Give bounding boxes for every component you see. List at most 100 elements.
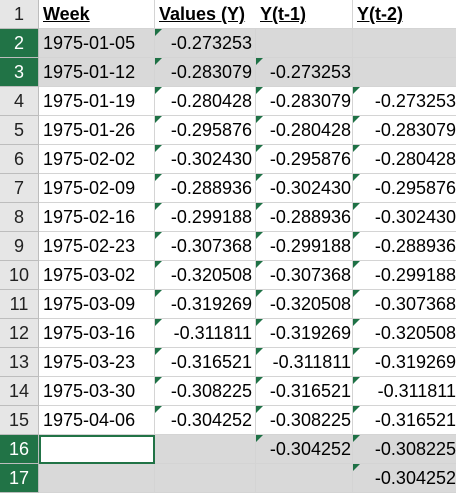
error-indicator-icon[interactable] — [155, 232, 162, 239]
row-header[interactable]: 1 — [0, 0, 39, 29]
error-indicator-icon[interactable] — [256, 87, 263, 94]
cell-lag1[interactable] — [256, 29, 353, 58]
cell-week[interactable]: 1975-01-05 — [39, 29, 155, 58]
cell-week[interactable]: 1975-04-06 — [39, 406, 155, 435]
cell-values[interactable]: -0.280428 — [155, 87, 256, 116]
cell-values[interactable]: -0.316521 — [155, 348, 256, 377]
row-header[interactable]: 10 — [0, 261, 39, 290]
row-header[interactable]: 13 — [0, 348, 39, 377]
cell-lag2[interactable] — [353, 58, 456, 87]
row-header[interactable]: 8 — [0, 203, 39, 232]
cell-values[interactable]: -0.302430 — [155, 145, 256, 174]
error-indicator-icon[interactable] — [256, 116, 263, 123]
cell-lag1[interactable]: -0.288936 — [256, 203, 353, 232]
cell-lag2[interactable]: -0.316521 — [353, 406, 456, 435]
error-indicator-icon[interactable] — [256, 290, 263, 297]
row-header[interactable]: 11 — [0, 290, 39, 319]
error-indicator-icon[interactable] — [353, 435, 360, 442]
column-header-week[interactable]: Week — [39, 0, 155, 29]
row-header[interactable]: 14 — [0, 377, 39, 406]
error-indicator-icon[interactable] — [256, 261, 263, 268]
row-header[interactable]: 4 — [0, 87, 39, 116]
error-indicator-icon[interactable] — [353, 232, 360, 239]
error-indicator-icon[interactable] — [256, 348, 263, 355]
error-indicator-icon[interactable] — [353, 406, 360, 413]
error-indicator-icon[interactable] — [155, 174, 162, 181]
cell-values[interactable]: -0.295876 — [155, 116, 256, 145]
error-indicator-icon[interactable] — [353, 174, 360, 181]
cell-lag1[interactable]: -0.283079 — [256, 87, 353, 116]
cell-values[interactable]: -0.299188 — [155, 203, 256, 232]
cell-values[interactable] — [155, 464, 256, 493]
cell-lag2[interactable]: -0.320508 — [353, 319, 456, 348]
cell-lag2[interactable]: -0.280428 — [353, 145, 456, 174]
cell-lag2[interactable]: -0.307368 — [353, 290, 456, 319]
cell-lag1[interactable]: -0.299188 — [256, 232, 353, 261]
row-header[interactable]: 5 — [0, 116, 39, 145]
cell-lag1[interactable]: -0.319269 — [256, 319, 353, 348]
error-indicator-icon[interactable] — [155, 261, 162, 268]
cell-week[interactable]: 1975-01-12 — [39, 58, 155, 87]
cell-lag1[interactable]: -0.316521 — [256, 377, 353, 406]
cell-lag1[interactable]: -0.307368 — [256, 261, 353, 290]
error-indicator-icon[interactable] — [155, 203, 162, 210]
error-indicator-icon[interactable] — [155, 145, 162, 152]
cell-values[interactable]: -0.304252 — [155, 406, 256, 435]
cell-lag2[interactable]: -0.304252 — [353, 464, 456, 493]
cell-lag2[interactable]: -0.319269 — [353, 348, 456, 377]
error-indicator-icon[interactable] — [353, 377, 360, 384]
cell-values[interactable]: -0.320508 — [155, 261, 256, 290]
row-header[interactable]: 7 — [0, 174, 39, 203]
cell-lag2[interactable]: -0.295876 — [353, 174, 456, 203]
active-cell[interactable] — [39, 435, 155, 464]
error-indicator-icon[interactable] — [256, 319, 263, 326]
cell-lag1[interactable]: -0.320508 — [256, 290, 353, 319]
cell-lag2[interactable]: -0.299188 — [353, 261, 456, 290]
cell-lag2[interactable]: -0.311811 — [353, 377, 456, 406]
cell-values[interactable]: -0.307368 — [155, 232, 256, 261]
cell-lag1[interactable] — [256, 464, 353, 493]
error-indicator-icon[interactable] — [353, 464, 360, 471]
error-indicator-icon[interactable] — [353, 87, 360, 94]
cell-lag1[interactable]: -0.308225 — [256, 406, 353, 435]
row-header[interactable]: 16 — [0, 435, 39, 464]
error-indicator-icon[interactable] — [256, 174, 263, 181]
cell-lag2[interactable] — [353, 29, 456, 58]
error-indicator-icon[interactable] — [353, 203, 360, 210]
error-indicator-icon[interactable] — [155, 29, 162, 36]
cell-week[interactable]: 1975-03-09 — [39, 290, 155, 319]
error-indicator-icon[interactable] — [155, 116, 162, 123]
error-indicator-icon[interactable] — [353, 116, 360, 123]
cell-values[interactable]: -0.319269 — [155, 290, 256, 319]
error-indicator-icon[interactable] — [155, 87, 162, 94]
error-indicator-icon[interactable] — [155, 406, 162, 413]
cell-lag2[interactable]: -0.302430 — [353, 203, 456, 232]
cell-week[interactable]: 1975-02-02 — [39, 145, 155, 174]
row-header[interactable]: 12 — [0, 319, 39, 348]
cell-lag1[interactable]: -0.302430 — [256, 174, 353, 203]
error-indicator-icon[interactable] — [353, 319, 360, 326]
cell-values[interactable]: -0.288936 — [155, 174, 256, 203]
error-indicator-icon[interactable] — [256, 232, 263, 239]
error-indicator-icon[interactable] — [155, 377, 162, 384]
error-indicator-icon[interactable] — [155, 319, 162, 326]
cell-week[interactable]: 1975-01-26 — [39, 116, 155, 145]
column-header-values[interactable]: Values (Y) — [155, 0, 257, 29]
cell-week[interactable]: 1975-02-23 — [39, 232, 155, 261]
cell-lag1[interactable]: -0.311811 — [256, 348, 353, 377]
column-header-lag1[interactable]: Y(t-1) — [256, 0, 353, 29]
row-header[interactable]: 17 — [0, 464, 39, 493]
cell-lag1[interactable]: -0.280428 — [256, 116, 353, 145]
column-header-lag2[interactable]: Y(t-2) — [353, 0, 456, 29]
cell-week[interactable]: 1975-02-09 — [39, 174, 155, 203]
cell-lag1[interactable]: -0.295876 — [256, 145, 353, 174]
row-header[interactable]: 15 — [0, 406, 39, 435]
cell-lag1[interactable]: -0.304252 — [256, 435, 353, 464]
cell-values[interactable]: -0.283079 — [155, 58, 256, 87]
cell-values[interactable] — [155, 435, 256, 464]
error-indicator-icon[interactable] — [353, 145, 360, 152]
cell-lag1[interactable]: -0.273253 — [256, 58, 353, 87]
error-indicator-icon[interactable] — [353, 261, 360, 268]
cell-week[interactable]: 1975-03-30 — [39, 377, 155, 406]
cell-week[interactable]: 1975-03-02 — [39, 261, 155, 290]
